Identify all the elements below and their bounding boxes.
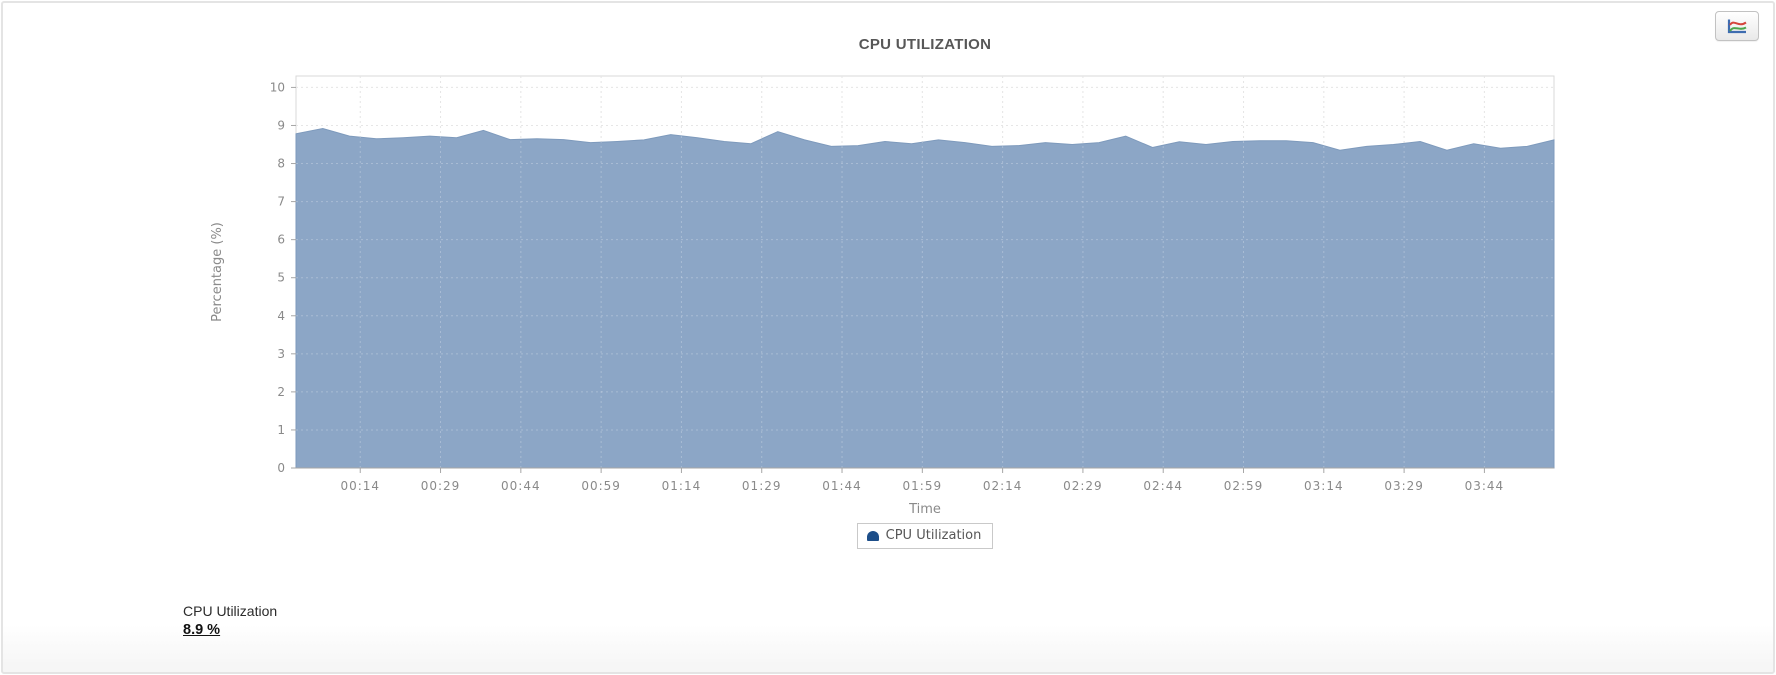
- svg-text:01:59: 01:59: [903, 479, 943, 493]
- svg-text:00:59: 00:59: [581, 479, 621, 493]
- svg-text:4: 4: [277, 309, 285, 323]
- x-axis-labels: 00:14 00:29 00:44 00:59 01:14 01:29 01:44 01:59…: [340, 479, 1505, 493]
- axes: [291, 86, 1554, 473]
- svg-text:01:29: 01:29: [742, 479, 782, 493]
- y-axis-labels: 0 1 2 3 4 5 6 7 8 9 10: [270, 80, 285, 475]
- stats-block: CPU Utilization 8.9 %: [183, 603, 277, 639]
- svg-text:7: 7: [277, 195, 285, 209]
- svg-text:03:29: 03:29: [1384, 479, 1424, 493]
- svg-text:8: 8: [277, 157, 285, 171]
- line-chart-icon: [1727, 19, 1747, 33]
- stats-label: CPU Utilization: [183, 603, 278, 619]
- area-chart-svg: 0 1 2 3 4 5 6 7 8 9 10 00:14 00:29 00:44 00:59 01:14 01:…: [210, 75, 1555, 517]
- svg-text:02:59: 02:59: [1224, 479, 1264, 493]
- svg-text:00:44: 00:44: [501, 479, 541, 493]
- svg-text:1: 1: [277, 423, 285, 437]
- legend-item-cpu-utilization[interactable]: CPU Utilization: [856, 523, 994, 549]
- svg-text:02:44: 02:44: [1143, 479, 1183, 493]
- gridlines-overlay: [296, 76, 1554, 468]
- svg-text:10: 10: [270, 80, 285, 94]
- svg-text:9: 9: [277, 118, 285, 132]
- svg-text:5: 5: [277, 271, 285, 285]
- y-axis-title: Percentage (%): [210, 222, 225, 322]
- svg-text:01:44: 01:44: [822, 479, 862, 493]
- svg-text:03:44: 03:44: [1465, 479, 1505, 493]
- svg-text:0: 0: [277, 461, 285, 475]
- legend-label: CPU Utilization: [885, 528, 982, 543]
- chart-title: CPU UTILIZATION: [858, 36, 992, 53]
- svg-text:02:29: 02:29: [1063, 479, 1103, 493]
- stats-value[interactable]: 8.9 %: [183, 622, 221, 638]
- area-series-marker-icon: [866, 530, 879, 541]
- svg-text:00:14: 00:14: [340, 479, 380, 493]
- svg-text:6: 6: [277, 233, 285, 247]
- svg-text:01:14: 01:14: [662, 479, 702, 493]
- area-chart: 0 1 2 3 4 5 6 7 8 9 10 00:14 00:29 00:44 00:59 01:14 01:…: [3, 3, 1776, 563]
- svg-text:02:14: 02:14: [983, 479, 1023, 493]
- x-axis-title: Time: [908, 502, 941, 517]
- svg-text:03:14: 03:14: [1304, 479, 1344, 493]
- svg-text:3: 3: [277, 347, 285, 361]
- legend-row: CPU Utilization: [296, 523, 1554, 549]
- area-series: [295, 127, 1555, 469]
- chart-type-button[interactable]: [1715, 11, 1759, 41]
- svg-text:00:29: 00:29: [421, 479, 461, 493]
- svg-text:2: 2: [277, 385, 285, 399]
